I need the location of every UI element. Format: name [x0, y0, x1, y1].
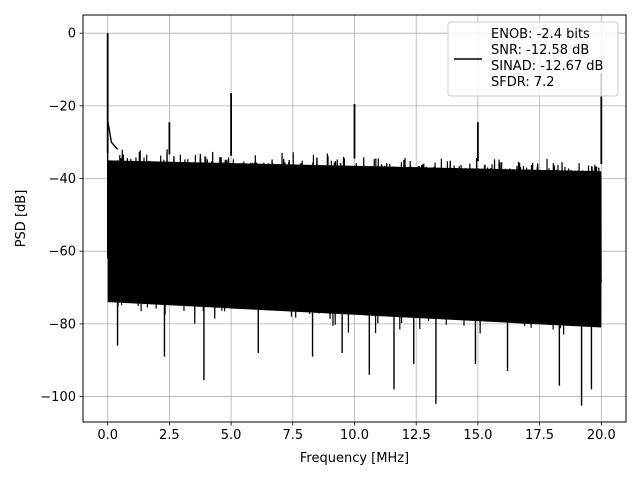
- y-tick-label: −100: [40, 390, 76, 405]
- x-tick-label: 2.5: [159, 428, 180, 443]
- x-tick-label: 17.5: [525, 428, 554, 443]
- x-tick-label: 12.5: [402, 428, 431, 443]
- psd-noise-band: [107, 160, 602, 328]
- y-tick-label: −40: [49, 172, 76, 187]
- x-tick-label: 7.5: [282, 428, 303, 443]
- psd-dc-edge: [106, 120, 119, 259]
- x-axis-label: Frequency [MHz]: [300, 451, 409, 466]
- y-tick-label: −80: [49, 317, 76, 332]
- legend-sfdr: SFDR: 7.2: [491, 75, 555, 90]
- legend-enob: ENOB: -2.4 bits: [491, 27, 590, 42]
- y-axis-label: PSD [dB]: [14, 190, 29, 248]
- y-tick-label: −20: [49, 99, 76, 114]
- y-tick-label: 0: [68, 27, 76, 42]
- ticks: 0.0 2.5 5.0 7.5 10.0 12.5 15.0 17.5 20.0 0 −20 −40 −…: [40, 27, 616, 443]
- legend: ENOB: -2.4 bits SNR: -12.58 dB SINAD: -1…: [447, 21, 619, 97]
- data-layer: [106, 33, 603, 406]
- legend-box: [447, 21, 619, 97]
- x-tick-label: 15.0: [463, 428, 492, 443]
- x-tick-label: 0.0: [97, 428, 118, 443]
- x-tick-label: 5.0: [221, 428, 242, 443]
- legend-sinad: SINAD: -12.67 dB: [491, 59, 603, 74]
- y-tick-label: −60: [49, 245, 76, 260]
- x-tick-label: 20.0: [587, 428, 616, 443]
- legend-snr: SNR: -12.58 dB: [491, 43, 589, 58]
- x-tick-label: 10.0: [340, 428, 369, 443]
